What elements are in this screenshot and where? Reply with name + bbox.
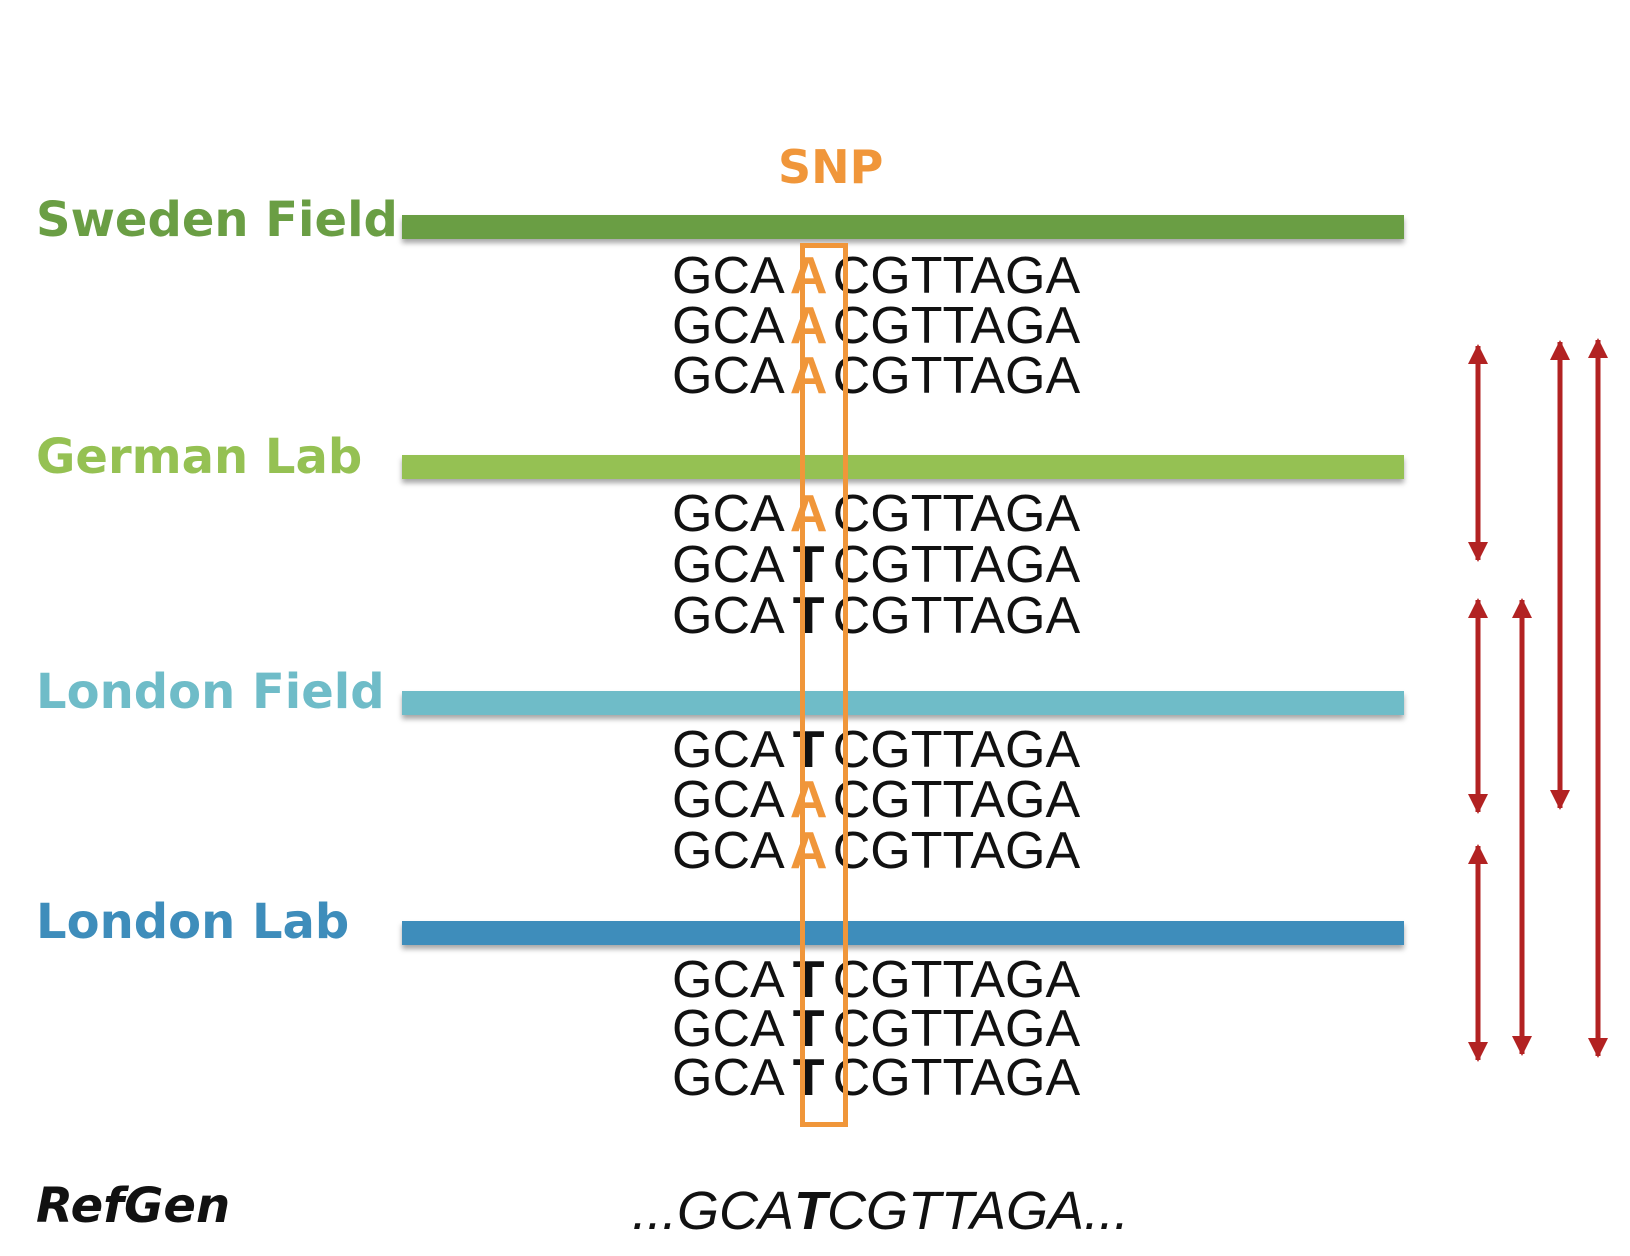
group-label-german-lab: German Lab [36,429,363,485]
group-bar-sweden-field [402,215,1404,239]
read-sequence: GCA T CGTTAGA [672,1000,1081,1058]
read-sequence: GCA T CGTTAGA [672,721,1081,779]
snp-base: T [792,587,825,645]
snp-base: T [792,536,825,594]
group-bar-german-lab [402,455,1404,479]
group-label-london-lab: London Lab [36,894,350,950]
read-sequence: GCA A CGTTAGA [672,247,1081,305]
group-label-london-field: London Field [36,664,385,720]
snp-base: T [792,721,825,779]
snp-base: A [789,822,828,880]
read-sequence: GCA A CGTTAGA [672,771,1081,829]
read-sequence: GCA T CGTTAGA [672,587,1081,645]
snp-base: T [792,1049,825,1107]
read-sequence: GCA T CGTTAGA [672,536,1081,594]
read-sequence: GCA A CGTTAGA [672,297,1081,355]
snp-base: A [789,297,828,355]
group-bar-london-field [402,691,1404,715]
read-sequence: GCA A CGTTAGA [672,822,1081,880]
read-sequence: GCA T CGTTAGA [672,1049,1081,1107]
read-sequence: GCA A CGTTAGA [672,485,1081,543]
snp-base: A [789,771,828,829]
snp-base: A [789,347,828,405]
snp-highlight-box [800,243,848,1127]
snp-base: T [792,951,825,1009]
snp-title: SNP [778,140,884,194]
reference-snp-base: T [794,1181,828,1241]
group-label-sweden-field: Sweden Field [36,192,398,248]
group-bar-london-lab [402,921,1404,945]
reference-label: RefGen [36,1178,231,1234]
snp-base: A [789,247,828,305]
snp-base: A [789,485,828,543]
reference-sequence: ...GCATCGTTAGA... [632,1181,1130,1241]
snp-base: T [792,1000,825,1058]
read-sequence: GCA A CGTTAGA [672,347,1081,405]
read-sequence: GCA T CGTTAGA [672,951,1081,1009]
